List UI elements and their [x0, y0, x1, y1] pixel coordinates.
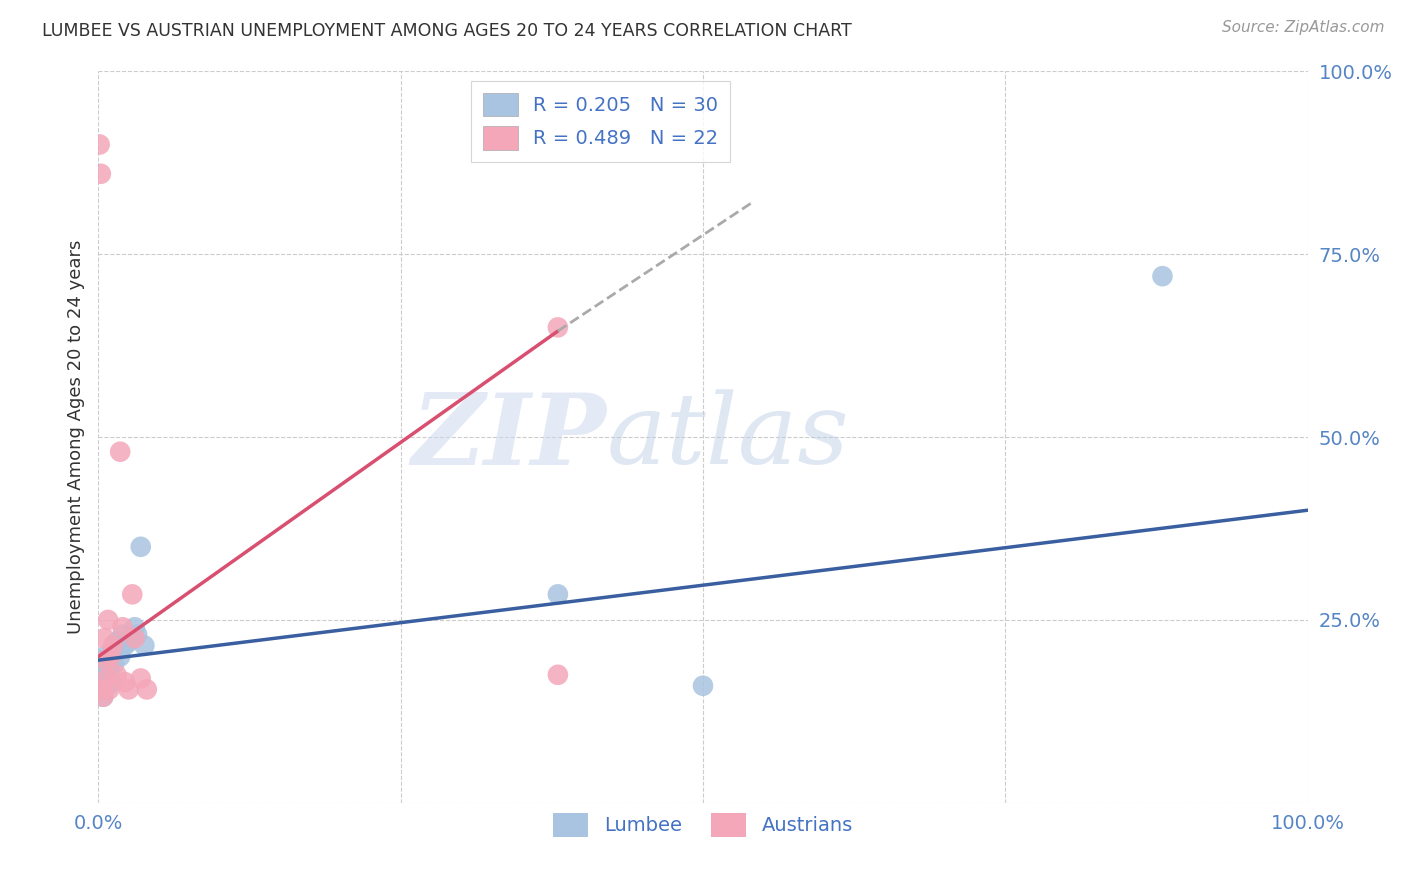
Point	[98, 664, 121, 678]
Point	[547, 587, 569, 601]
Point	[547, 667, 569, 681]
Point	[111, 620, 134, 634]
Point	[114, 639, 136, 653]
Point	[124, 632, 146, 646]
Point	[101, 639, 124, 653]
Point	[105, 635, 128, 649]
Point	[118, 635, 141, 649]
Y-axis label: Unemployment Among Ages 20 to 24 years: Unemployment Among Ages 20 to 24 years	[66, 240, 84, 634]
Point	[93, 649, 115, 664]
Point	[107, 642, 129, 657]
Point	[111, 627, 134, 641]
Point	[692, 679, 714, 693]
Point	[134, 639, 156, 653]
Point	[93, 632, 115, 646]
Point	[93, 667, 115, 681]
Point	[90, 660, 112, 674]
Text: LUMBEE VS AUSTRIAN UNEMPLOYMENT AMONG AGES 20 TO 24 YEARS CORRELATION CHART: LUMBEE VS AUSTRIAN UNEMPLOYMENT AMONG AG…	[42, 22, 852, 40]
Point	[105, 667, 128, 681]
Point	[100, 675, 122, 690]
Text: atlas: atlas	[606, 390, 849, 484]
Point	[100, 649, 122, 664]
Point	[91, 682, 114, 697]
Point	[103, 657, 125, 671]
Point	[118, 682, 141, 697]
Point	[97, 657, 120, 671]
Point	[91, 667, 114, 681]
Point	[1152, 269, 1174, 284]
Text: Source: ZipAtlas.com: Source: ZipAtlas.com	[1222, 20, 1385, 35]
Point	[135, 682, 157, 697]
Point	[108, 444, 131, 458]
Point	[98, 682, 121, 697]
Point	[100, 649, 122, 664]
Point	[91, 682, 114, 697]
Point	[96, 672, 118, 686]
Point	[124, 620, 146, 634]
Legend: Lumbee, Austrians: Lumbee, Austrians	[546, 805, 860, 845]
Point	[129, 540, 152, 554]
Point	[129, 672, 152, 686]
Point	[94, 653, 117, 667]
Point	[91, 690, 114, 704]
Point	[97, 613, 120, 627]
Point	[90, 167, 112, 181]
Point	[108, 649, 131, 664]
Point	[114, 675, 136, 690]
Point	[91, 675, 114, 690]
Point	[127, 627, 149, 641]
Point	[101, 642, 124, 657]
Text: ZIP: ZIP	[412, 389, 606, 485]
Point	[547, 320, 569, 334]
Point	[89, 137, 111, 152]
Point	[94, 660, 117, 674]
Point	[91, 690, 114, 704]
Point	[89, 653, 111, 667]
Point	[121, 587, 143, 601]
Point	[96, 653, 118, 667]
Point	[97, 679, 120, 693]
